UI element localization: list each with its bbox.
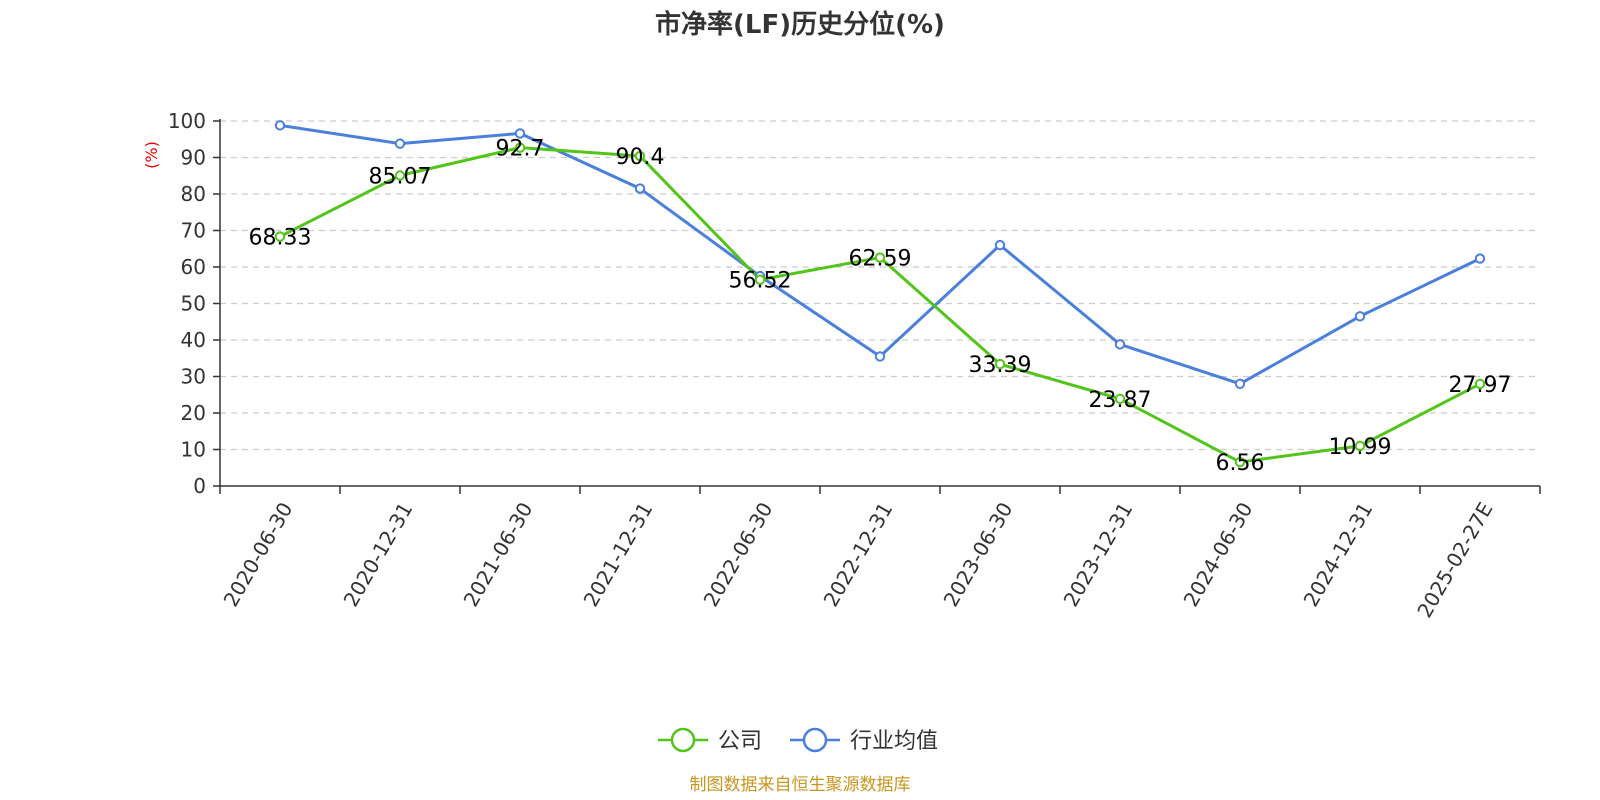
data-point xyxy=(754,274,766,285)
data-point xyxy=(514,128,526,139)
data-label: 27.97 xyxy=(1449,373,1512,398)
data-point xyxy=(1234,378,1246,389)
data-label: 23.87 xyxy=(1089,388,1152,413)
data-point xyxy=(994,358,1006,370)
x-tick-label: 2023-12-31 xyxy=(1059,498,1138,611)
data-point xyxy=(1114,393,1126,405)
y-tick-label: 0 xyxy=(193,474,206,498)
data-point xyxy=(1234,456,1246,468)
x-tick-label: 2022-12-31 xyxy=(819,498,898,611)
data-point xyxy=(634,150,646,162)
data-label: 10.99 xyxy=(1329,435,1392,460)
y-tick-label: 30 xyxy=(181,365,206,389)
y-tick-label: 60 xyxy=(181,255,206,279)
data-point xyxy=(994,239,1006,251)
data-point xyxy=(274,120,286,131)
data-label: 62.59 xyxy=(849,247,912,272)
x-tick-label: 2023-06-30 xyxy=(939,498,1018,611)
data-label: 56.52 xyxy=(729,269,792,294)
y-tick-label: 10 xyxy=(181,438,206,462)
y-tick-label: 70 xyxy=(181,219,206,243)
y-tick-label: 80 xyxy=(181,182,206,206)
legend-marker xyxy=(670,727,696,753)
data-label: 68.33 xyxy=(249,226,312,251)
y-tick-label: 40 xyxy=(181,328,206,352)
x-tick-label: 2021-12-31 xyxy=(579,498,658,611)
data-label: 6.56 xyxy=(1216,451,1265,476)
data-point xyxy=(274,231,286,242)
legend-label: 行业均值 xyxy=(850,729,938,754)
data-point xyxy=(1354,311,1366,322)
data-label: 33.39 xyxy=(969,353,1032,378)
y-tick-label: 20 xyxy=(181,401,206,425)
data-point xyxy=(874,351,886,362)
x-tick-label: 2020-12-31 xyxy=(339,498,418,611)
data-label: 90.4 xyxy=(616,145,665,170)
y-axis-label: (%) xyxy=(142,141,161,169)
data-source-note: 制图数据来自恒生聚源数据库 xyxy=(690,775,911,795)
data-point xyxy=(874,252,886,263)
data-point xyxy=(1474,253,1486,264)
chart-title: 市净率(LF)历史分位(%) xyxy=(655,9,945,40)
series-line xyxy=(279,146,1481,464)
data-point xyxy=(394,138,406,149)
y-tick-label: 90 xyxy=(181,146,206,170)
data-point xyxy=(514,142,526,153)
x-tick-label: 2020-06-30 xyxy=(219,498,298,611)
legend-label: 公司 xyxy=(718,729,762,754)
y-tick-label: 100 xyxy=(168,109,206,133)
x-tick-label: 2024-12-31 xyxy=(1299,498,1378,611)
data-point xyxy=(634,183,646,194)
data-point xyxy=(394,170,406,181)
legend-marker xyxy=(802,727,828,753)
x-tick-label: 2021-06-30 xyxy=(459,498,538,611)
data-label: 85.07 xyxy=(369,164,432,189)
data-label: 92.7 xyxy=(496,137,545,162)
data-point xyxy=(1354,440,1366,452)
x-tick-label: 2022-06-30 xyxy=(699,498,778,611)
data-point xyxy=(1474,378,1486,390)
x-tick-label: 2024-06-30 xyxy=(1179,498,1258,611)
data-point xyxy=(1114,339,1126,350)
y-tick-label: 50 xyxy=(181,292,206,316)
x-tick-label: 2025-02-27E xyxy=(1412,498,1497,622)
